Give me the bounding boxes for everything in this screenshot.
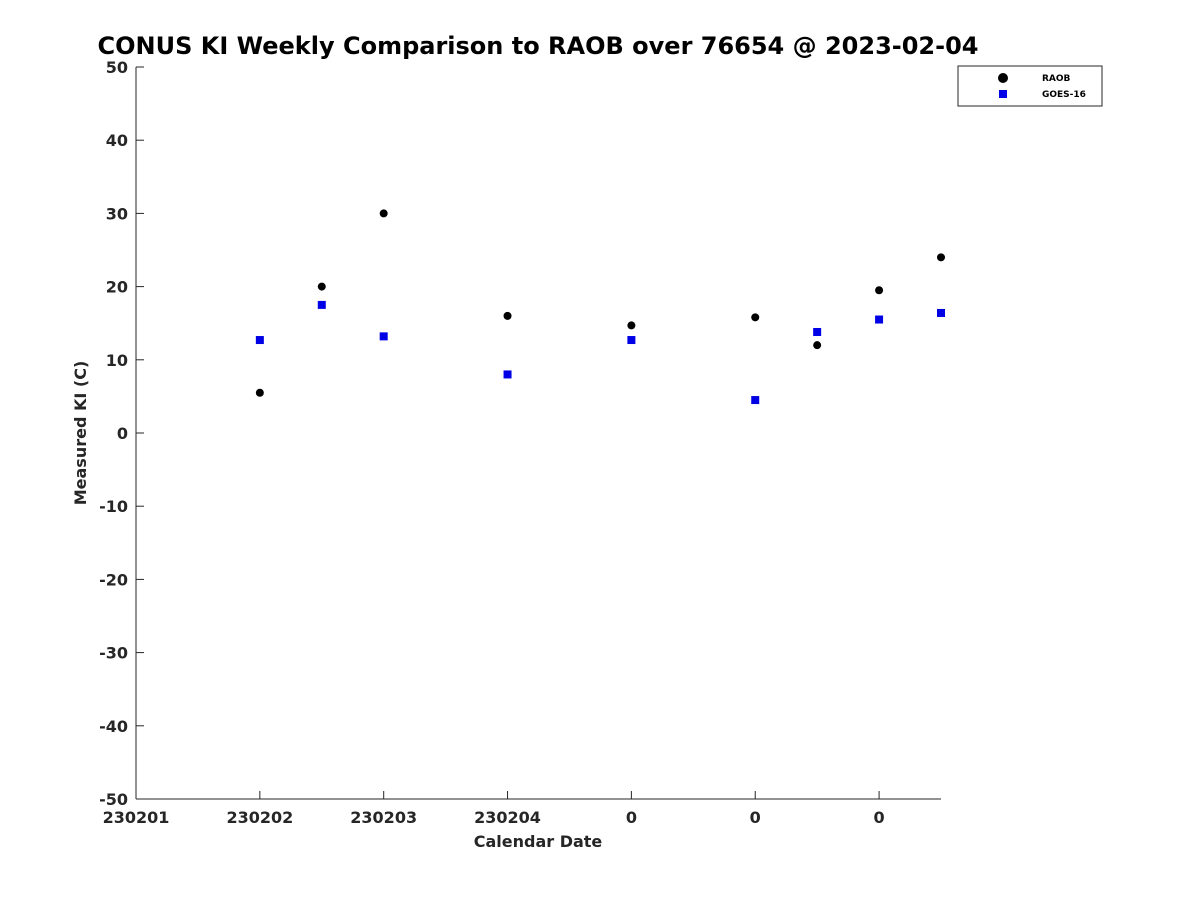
raob-legend-marker xyxy=(998,73,1008,83)
y-tick-label: 0 xyxy=(117,424,128,443)
x-tick-label: 0 xyxy=(750,808,761,827)
goes-16-point xyxy=(751,396,760,405)
y-tick-label: -40 xyxy=(99,717,128,736)
raob-point xyxy=(255,388,264,397)
raob-legend-label: RAOB xyxy=(1042,74,1071,84)
x-tick-label: 230203 xyxy=(350,808,417,827)
raob-point xyxy=(379,209,388,218)
raob-point xyxy=(875,286,884,295)
data-points xyxy=(255,209,945,405)
y-tick-label: 50 xyxy=(106,58,128,77)
x-tick-label: 0 xyxy=(874,808,885,827)
goes-16-legend-label: GOES-16 xyxy=(1042,90,1086,100)
goes-16-point xyxy=(379,332,388,341)
goes-16-legend-marker xyxy=(999,90,1007,98)
goes-16-point xyxy=(875,315,884,324)
y-tick-label: -50 xyxy=(99,790,128,809)
x-tick-label: 0 xyxy=(626,808,637,827)
x-tick-label: 230204 xyxy=(474,808,541,827)
goes-16-point xyxy=(627,336,636,345)
raob-point xyxy=(627,321,636,330)
raob-point xyxy=(317,282,326,291)
chart-title: CONUS KI Weekly Comparison to RAOB over … xyxy=(98,32,979,60)
x-tick-label: 230202 xyxy=(226,808,293,827)
y-tick-label: 20 xyxy=(106,278,128,297)
x-axis-label: Calendar Date xyxy=(474,832,603,851)
y-axis-label: Measured KI (C) xyxy=(71,361,90,506)
goes-16-point xyxy=(317,300,326,309)
y-tick-label: -30 xyxy=(99,644,128,663)
raob-point xyxy=(503,311,512,320)
legend: RAOB GOES-16 xyxy=(957,65,1103,107)
goes-16-point xyxy=(937,308,945,317)
goes-16-point xyxy=(813,327,822,336)
y-tick-label: -10 xyxy=(99,497,128,516)
goes-16-point xyxy=(503,370,512,379)
legend-box xyxy=(957,65,1103,107)
raob-point xyxy=(813,341,822,350)
raob-point xyxy=(751,313,760,322)
raob-point xyxy=(937,253,945,262)
y-tick-label: 40 xyxy=(106,131,128,150)
y-tick-label: 30 xyxy=(106,204,128,223)
y-tick-label: -20 xyxy=(99,570,128,589)
goes-16-point xyxy=(255,336,264,345)
y-tick-label: 10 xyxy=(106,351,128,370)
x-tick-label: 230201 xyxy=(103,808,170,827)
